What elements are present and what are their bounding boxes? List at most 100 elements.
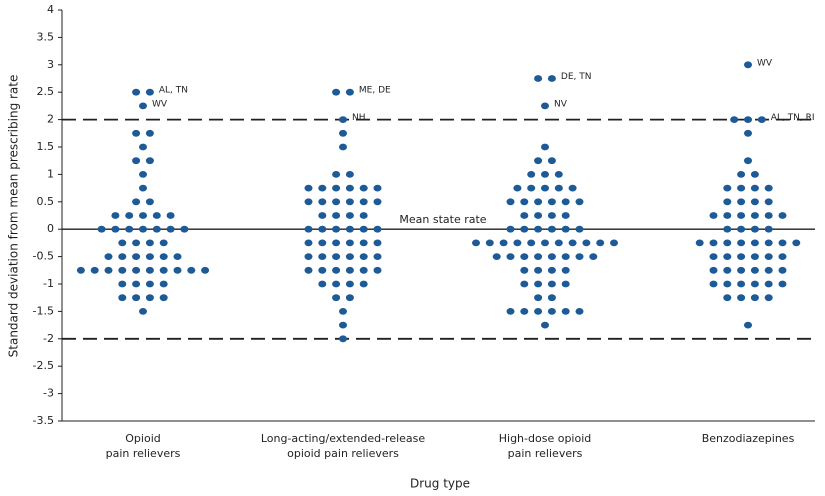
dot (499, 239, 508, 247)
annotation: NV (554, 99, 568, 109)
dot (737, 184, 746, 192)
dot (359, 184, 368, 192)
dot (132, 253, 141, 260)
dot (520, 198, 529, 206)
dot (589, 253, 598, 260)
dot (778, 212, 787, 219)
dot (723, 253, 732, 260)
dot (547, 253, 556, 260)
dot (534, 308, 543, 315)
dot (76, 266, 85, 274)
dot (318, 184, 327, 192)
dot (125, 212, 134, 219)
dot (527, 171, 536, 178)
dot (139, 102, 147, 110)
dot (339, 129, 347, 137)
dot (520, 308, 529, 315)
dot (485, 239, 494, 247)
dot (534, 157, 543, 165)
dot (610, 239, 618, 247)
dot (332, 239, 341, 247)
dot (304, 239, 313, 247)
x-axis-title: Drug type (410, 477, 470, 491)
dot (159, 253, 168, 260)
dot (534, 225, 543, 233)
dot (750, 212, 759, 219)
reference-label: Mean state rate (399, 213, 486, 226)
dot (764, 280, 773, 288)
dot (304, 253, 313, 260)
dot (750, 239, 759, 247)
dot (139, 184, 147, 192)
dot (757, 116, 766, 123)
dot (561, 280, 570, 288)
dot (520, 225, 529, 233)
y-tick-label: 0.5 (37, 195, 55, 208)
dot (318, 239, 327, 247)
dot (723, 225, 732, 233)
dot (737, 212, 746, 219)
y-tick-label: -0.5 (33, 250, 54, 263)
dot (318, 225, 327, 233)
y-tick-label: -1 (43, 277, 54, 290)
dot (359, 225, 368, 233)
dot (506, 198, 515, 206)
dot (568, 184, 577, 192)
dot (166, 212, 175, 219)
y-tick-label: 4 (47, 3, 54, 16)
dot (541, 239, 549, 247)
dot (373, 253, 382, 260)
dot (750, 280, 759, 288)
dot (764, 184, 773, 192)
dot (561, 266, 570, 274)
dot (737, 280, 746, 288)
dot (534, 212, 543, 219)
dot (695, 239, 704, 247)
dot (118, 239, 127, 247)
y-tick-label: -1.5 (33, 304, 54, 317)
dot (159, 280, 168, 288)
dot (764, 266, 773, 274)
dot (534, 253, 543, 260)
dot (345, 212, 354, 219)
dot (750, 253, 759, 260)
dot (561, 198, 570, 206)
dot (145, 294, 154, 302)
dot (139, 308, 147, 315)
dot (561, 253, 570, 260)
annotation: WV (757, 58, 773, 68)
dot (339, 335, 347, 343)
dot (332, 171, 341, 178)
dot (527, 184, 536, 192)
dot (152, 225, 161, 233)
annotation: WV (152, 99, 168, 109)
dot (527, 239, 536, 247)
dot (332, 225, 341, 233)
y-tick-label: -2 (43, 332, 54, 345)
dot (118, 294, 127, 302)
dot (345, 184, 354, 192)
dot (159, 239, 168, 247)
dot (513, 239, 522, 247)
y-tick-label: -3.5 (33, 414, 54, 427)
dot (506, 308, 515, 315)
dot (345, 280, 354, 288)
dot (541, 321, 549, 329)
annotation: ME, DE (359, 86, 391, 96)
dot (541, 143, 549, 151)
dot (132, 157, 141, 165)
dot (339, 143, 347, 151)
dot (520, 280, 529, 288)
dot (723, 212, 732, 219)
dot (520, 266, 529, 274)
dot (750, 225, 759, 233)
dot (750, 184, 759, 192)
dot (332, 212, 341, 219)
dot (737, 225, 746, 233)
dot (709, 239, 718, 247)
dot (520, 253, 529, 260)
dot (145, 88, 154, 96)
dot (575, 253, 584, 260)
y-tick-label: 3.5 (37, 30, 55, 43)
